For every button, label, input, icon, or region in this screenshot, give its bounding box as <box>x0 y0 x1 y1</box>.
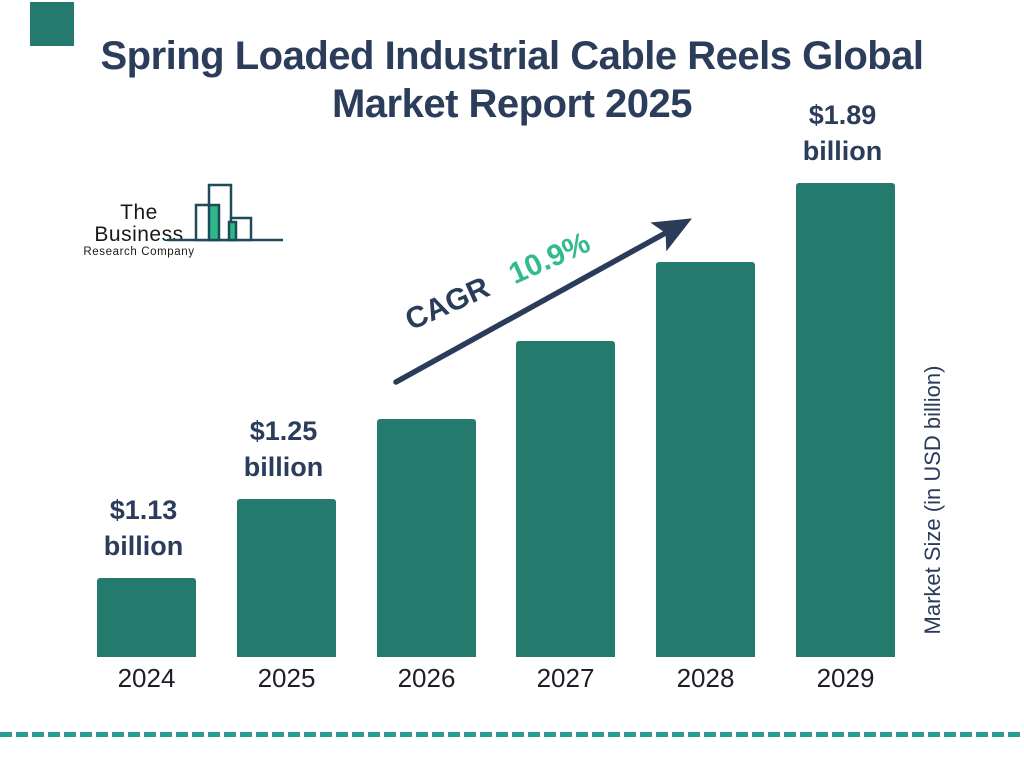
page-title-line2: Market Report 2025 <box>331 82 693 126</box>
x-tick-label-2027: 2027 <box>536 663 595 693</box>
company-subname: Research Company <box>83 246 195 258</box>
value-label-2024: $1.13 billion <box>103 495 184 561</box>
value-label-2025: $1.25 billion <box>243 416 324 482</box>
bar-chart-logo-icon <box>167 183 283 242</box>
bar-2025 <box>237 499 336 657</box>
page-title-line1: Spring Loaded Industrial Cable Reels Glo… <box>100 34 924 78</box>
bar-2026 <box>377 419 476 657</box>
page-title: Spring Loaded Industrial Cable Reels Glo… <box>0 32 1024 128</box>
x-tick-label-2029: 2029 <box>816 663 875 693</box>
x-tick-label-2026: 2026 <box>397 663 456 693</box>
y-axis-label: Market Size (in USD billion) <box>920 365 945 635</box>
bar-2029 <box>796 183 895 657</box>
bar-2027 <box>516 341 615 657</box>
company-logo-text: The Business Research Company <box>76 202 202 259</box>
corner-accent-square <box>30 2 74 46</box>
company-logo: The Business Research Company <box>70 178 290 258</box>
growth-arrow-icon <box>393 218 693 385</box>
bar-2024 <box>97 578 196 657</box>
value-label-2029: $1.89 billion <box>802 100 883 166</box>
x-tick-label-2024: 2024 <box>117 663 176 693</box>
company-name: The Business <box>94 201 184 246</box>
x-tick-label-2028: 2028 <box>676 663 735 693</box>
bar-2028 <box>656 262 755 657</box>
bottom-dashed-rule <box>0 732 1024 737</box>
x-tick-label-2025: 2025 <box>257 663 316 693</box>
